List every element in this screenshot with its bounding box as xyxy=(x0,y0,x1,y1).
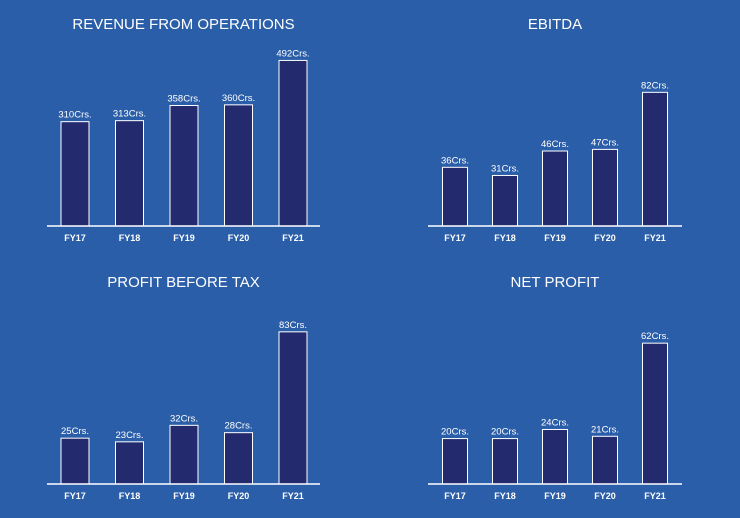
revenue-tick-label: FY18 xyxy=(119,233,141,243)
net-profit-title: NET PROFIT xyxy=(511,274,600,291)
ebitda-value-label: 36Crs. xyxy=(441,155,469,166)
net-profit-value-label: 21Crs. xyxy=(591,424,619,435)
revenue-bar xyxy=(169,105,199,227)
revenue-value-label: 310Crs. xyxy=(58,110,91,121)
ebitda-tick-label: FY21 xyxy=(644,233,666,243)
profit-before-tax-value-label: 25Crs. xyxy=(61,426,89,437)
revenue-value-label: 358Crs. xyxy=(167,94,200,105)
profit-before-tax-value-label: 83Crs. xyxy=(279,320,307,331)
ebitda-value-label: 47Crs. xyxy=(591,137,619,148)
net-profit-value-label: 62Crs. xyxy=(641,331,669,342)
ebitda-value-label: 82Crs. xyxy=(641,80,669,91)
profit-before-tax-bar xyxy=(115,441,144,485)
revenue-tick-label: FY21 xyxy=(282,233,304,243)
net-profit-tick-label: FY20 xyxy=(594,491,616,501)
net-profit-bar xyxy=(592,435,618,485)
revenue-chart: REVENUE FROM OPERATIONS 310Crs. FY17 313Crs… xyxy=(47,16,320,243)
net-profit-value-label: 20Crs. xyxy=(491,427,519,438)
ebitda-bar xyxy=(592,148,618,227)
profit-before-tax-bar xyxy=(224,432,253,485)
net-profit-chart: NET PROFIT 20Crs. FY17 20Crs. FY18 24Crs. FY19… xyxy=(428,274,682,501)
net-profit-bar xyxy=(642,342,668,485)
profit-before-tax-tick-label: FY17 xyxy=(64,491,86,501)
revenue-bar xyxy=(278,59,308,227)
net-profit-bar xyxy=(542,428,568,485)
revenue-bar xyxy=(115,120,144,227)
revenue-bar xyxy=(60,121,90,227)
profit-before-tax-value-label: 23Crs. xyxy=(116,430,144,441)
ebitda-bar xyxy=(542,150,568,227)
profit-before-tax-title: PROFIT BEFORE TAX xyxy=(107,274,260,291)
net-profit-tick-label: FY18 xyxy=(494,491,516,501)
ebitda-tick-label: FY17 xyxy=(444,233,466,243)
ebitda-title: EBITDA xyxy=(528,16,582,33)
revenue-value-label: 313Crs. xyxy=(113,109,146,120)
ebitda-tick-label: FY20 xyxy=(594,233,616,243)
profit-before-tax-value-label: 28Crs. xyxy=(225,421,253,432)
ebitda-value-label: 46Crs. xyxy=(541,139,569,150)
profit-before-tax-bar xyxy=(169,424,199,485)
net-profit-tick-label: FY21 xyxy=(644,491,666,501)
ebitda-bar xyxy=(442,166,468,227)
profit-before-tax-tick-label: FY18 xyxy=(119,491,141,501)
profit-before-tax-tick-label: FY20 xyxy=(228,491,250,501)
profit-before-tax-value-label: 32Crs. xyxy=(170,413,198,424)
profit-before-tax-bar xyxy=(278,331,308,485)
ebitda-chart: EBITDA 36Crs. FY17 31Crs. FY18 46Crs. FY19 47Cr… xyxy=(428,16,682,243)
net-profit-value-label: 24Crs. xyxy=(541,417,569,428)
net-profit-value-label: 20Crs. xyxy=(441,427,469,438)
revenue-tick-label: FY19 xyxy=(173,233,195,243)
net-profit-bar xyxy=(442,438,468,485)
net-profit-tick-label: FY19 xyxy=(544,491,566,501)
ebitda-tick-label: FY18 xyxy=(494,233,516,243)
profit-before-tax-tick-label: FY19 xyxy=(173,491,195,501)
net-profit-bar xyxy=(492,438,518,485)
revenue-bar xyxy=(224,104,253,227)
revenue-tick-label: FY20 xyxy=(228,233,250,243)
profit-before-tax-tick-label: FY21 xyxy=(282,491,304,501)
ebitda-bar xyxy=(492,174,518,227)
ebitda-value-label: 31Crs. xyxy=(491,163,519,174)
revenue-tick-label: FY17 xyxy=(64,233,86,243)
revenue-value-label: 492Crs. xyxy=(276,48,309,59)
ebitda-tick-label: FY19 xyxy=(544,233,566,243)
revenue-value-label: 360Crs. xyxy=(222,93,255,104)
profit-before-tax-chart: PROFIT BEFORE TAX 25Crs. FY17 23Crs. FY18 32C… xyxy=(47,274,320,501)
profit-before-tax-bar xyxy=(60,437,90,485)
revenue-title: REVENUE FROM OPERATIONS xyxy=(72,16,294,33)
ebitda-bar xyxy=(642,91,668,227)
net-profit-tick-label: FY17 xyxy=(444,491,466,501)
